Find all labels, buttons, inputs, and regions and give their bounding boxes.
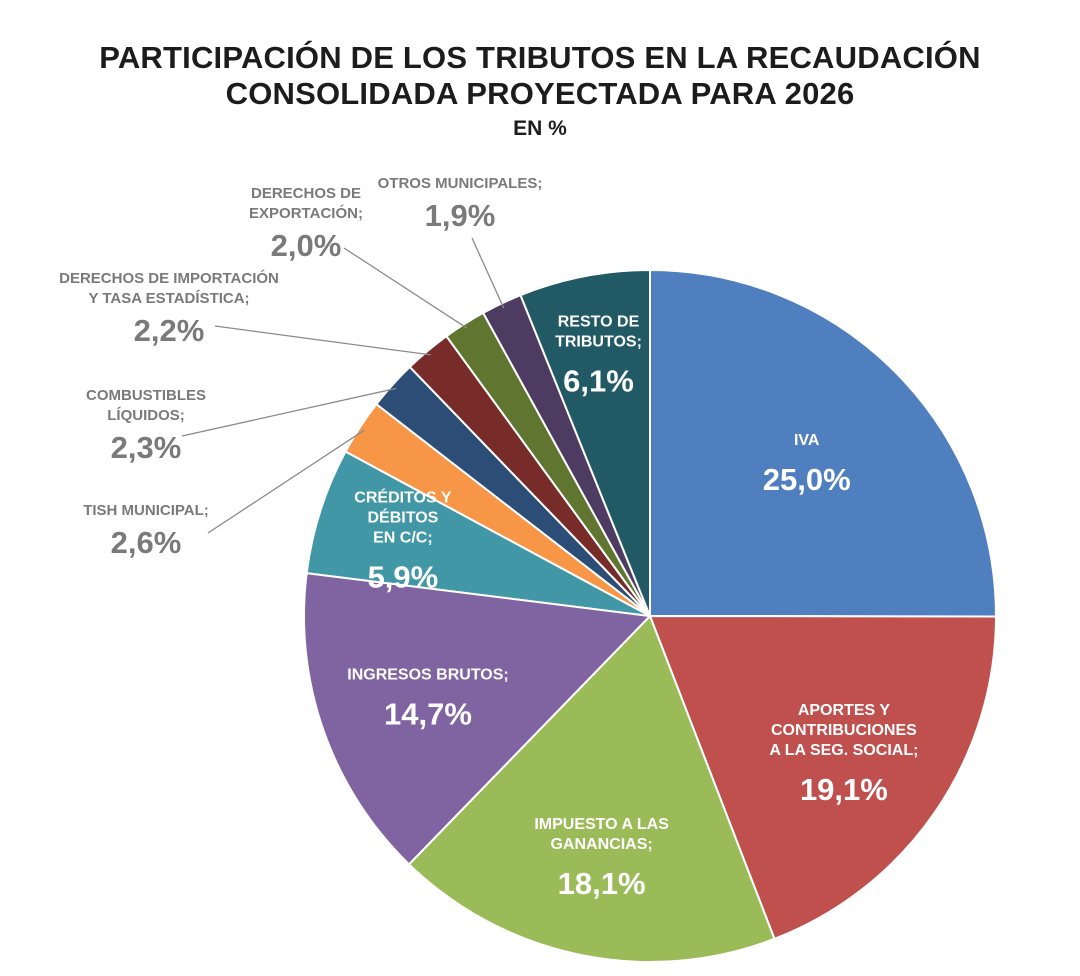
pie-slice-1 [648,614,998,941]
slice-value-0: 25,0% [763,462,851,497]
slice-value-8: 2,0% [271,228,342,263]
slice-label-7-line-1: Y TASA ESTADÍSTICA; [88,290,249,307]
slice-label-7-line-0: DERECHOS DE IMPORTACIÓN [59,269,279,287]
slice-value-2: 18,1% [558,866,646,901]
slice-value-9: 1,9% [425,198,496,233]
slice-value-7: 2,2% [134,313,205,348]
slice-label-4-line-2: EN C/C; [373,529,433,546]
slice-label-2-line-1: GANANCIAS; [550,836,652,853]
slice-label-5-line-0: TISH MUNICIPAL; [83,502,209,519]
leader-line-5 [207,429,365,534]
slice-value-5: 2,6% [111,525,182,560]
chart-title-line-1: PARTICIPACIÓN DE LOS TRIBUTOS EN LA RECA… [99,40,981,75]
slice-value-6: 2,3% [111,430,182,465]
slice-value-4: 5,9% [368,559,439,594]
slice-label-10-line-0: RESTO DE [558,314,640,331]
leader-line-9 [471,237,505,309]
slice-label-0-line-0: IVA [794,432,820,449]
slice-label-10-line-1: TRIBUTOS; [555,334,642,351]
pie-slice-3 [303,572,653,866]
slice-value-3: 14,7% [384,697,472,732]
slice-label-1-line-2: A LA SEG. SOCIAL; [769,742,918,759]
slice-value-1: 19,1% [800,772,888,807]
slice-label-1-line-1: CONTRIBUCIONES [771,722,917,739]
slice-label-6-line-1: LÍQUIDOS; [107,407,185,424]
slice-label-9-line-0: OTROS MUNICIPALES; [378,175,543,192]
pie-slice-2 [407,614,776,963]
slice-label-8-line-0: DERECHOS DE [251,185,361,202]
chart-subtitle: EN % [513,117,567,140]
slice-label-8-line-1: EXPORTACIÓN; [249,204,363,222]
pie-slice-0 [649,268,998,618]
slice-value-10: 6,1% [563,364,634,399]
pie-labels: IVA 25,0% APORTES Y CONTRIBUCIONES A LA SEG.… [59,175,918,901]
slice-label-4-line-0: CRÉDITOS Y [354,487,452,506]
pie-slices [303,268,998,963]
pie-slice-4 [305,450,651,617]
slice-label-6-line-0: COMBUSTIBLES [86,387,206,404]
leader-line-6 [181,387,397,437]
slice-label-3-line-0: INGRESOS BRUTOS; [347,667,509,684]
slice-label-4-line-1: DÉBITOS [367,507,438,526]
slice-label-2-line-0: IMPUESTO A LAS [534,816,669,833]
chart-title-line-2: CONSOLIDADA PROYECTADA PARA 2026 [225,76,855,111]
leader-line-8 [343,247,468,329]
slice-label-1-line-0: APORTES Y [798,702,891,719]
pie-slice-10 [519,268,651,617]
leader-line-7 [214,325,431,356]
